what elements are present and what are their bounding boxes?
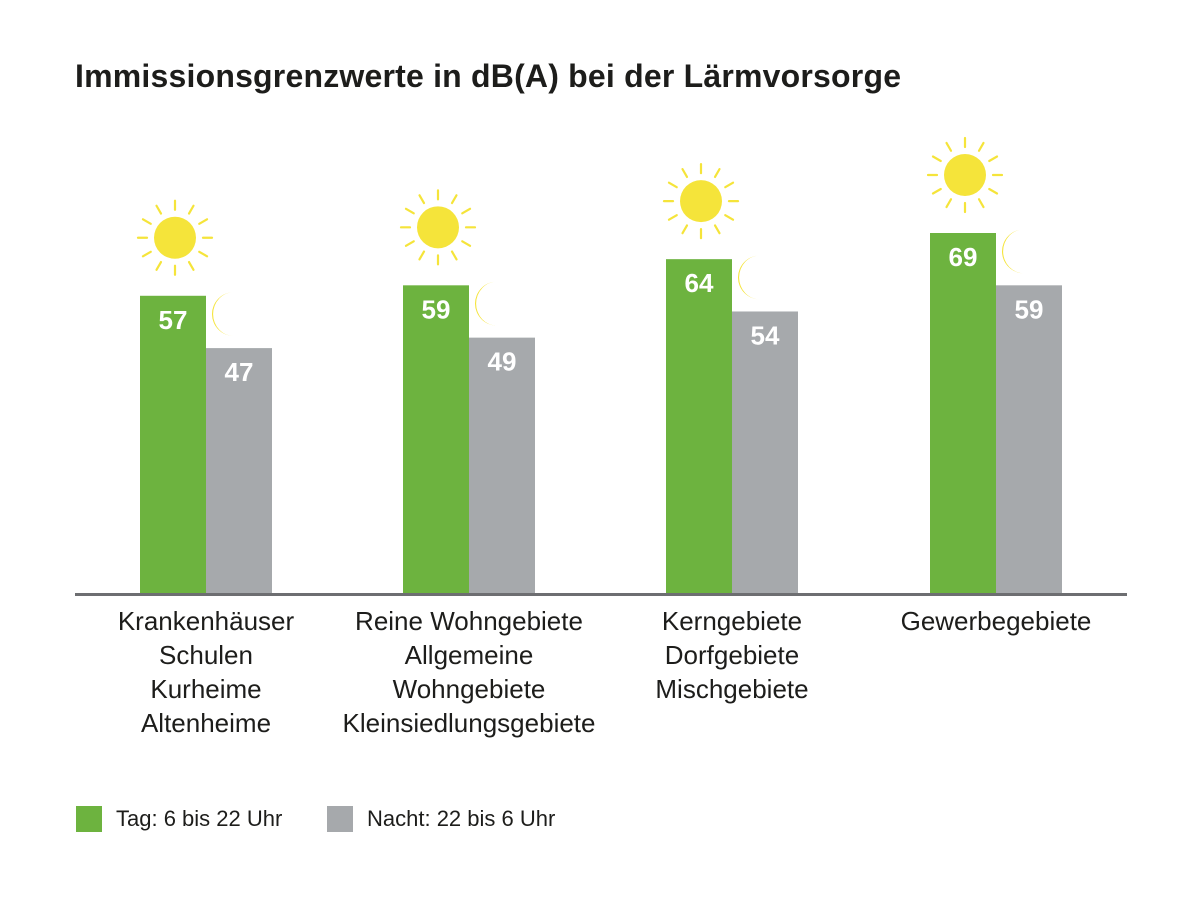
sun-ray: [450, 250, 458, 261]
sun-ray: [945, 198, 953, 209]
sun-ray: [724, 214, 735, 221]
bar-day-3: [666, 259, 732, 594]
sun-ray: [418, 194, 426, 205]
sun-ray: [977, 198, 985, 209]
sun-ray: [141, 250, 152, 258]
category-label-4: Gewerbegebiete: [846, 604, 1146, 638]
sun-ray: [404, 207, 415, 215]
sun-ray: [187, 204, 195, 215]
legend-swatch-night: [327, 806, 353, 832]
sun-disc: [154, 216, 196, 259]
bar-night-1: [206, 348, 272, 594]
data-label-day-2: 59: [422, 294, 451, 324]
sun-ray: [187, 260, 195, 271]
bar-night-2: [469, 337, 535, 594]
category-label-2: Reine Wohngebiete Allgemeine Wohngebiete Kl…: [319, 604, 619, 740]
sun-ray: [450, 194, 458, 205]
data-label-day-3: 64: [685, 268, 714, 298]
sun-ray: [713, 168, 721, 179]
bar-day-2: [403, 285, 469, 594]
data-label-night-2: 49: [488, 347, 517, 377]
sun-ray: [418, 250, 426, 261]
bar-night-3: [732, 311, 798, 594]
chart-title: Immissionsgrenzwerte in dB(A) bei der Lä…: [75, 58, 902, 94]
sun-ray: [667, 181, 678, 189]
category-label-3: Kerngebiete Dorfgebiete Mischgebiete: [582, 604, 882, 706]
legend-label-night: Nacht: 22 bis 6 Uhr: [367, 806, 556, 831]
data-label-night-3: 54: [751, 320, 780, 350]
sun-ray: [713, 224, 721, 235]
category-label-line: Kerngebiete: [661, 606, 803, 636]
sun-ray: [931, 155, 942, 163]
sun-ray: [461, 207, 472, 215]
sun-ray: [461, 240, 472, 247]
sun-ray: [198, 218, 209, 225]
category-label-line: Reine Wohngebiete: [355, 606, 583, 636]
sun-ray: [681, 224, 689, 235]
sun-ray: [681, 168, 689, 179]
sun-ray: [977, 141, 985, 152]
sun-ray: [667, 214, 678, 221]
sun-ray: [724, 181, 735, 189]
sun-ray: [404, 240, 415, 247]
data-label-night-1: 47: [225, 357, 254, 387]
category-label-line: Schulen: [159, 640, 253, 670]
moon-icon: [212, 292, 234, 337]
bar-day-4: [930, 233, 996, 594]
sun-icon: [662, 163, 740, 240]
sun-ray: [155, 204, 163, 215]
sun-ray: [945, 141, 953, 152]
sun-ray: [988, 155, 999, 163]
category-label-line: Kleinsiedlungsgebiete: [342, 708, 596, 738]
legend-label-day: Tag: 6 bis 22 Uhr: [116, 806, 283, 831]
sun-ray: [988, 187, 999, 195]
category-label-line: Altenheime: [140, 708, 272, 738]
data-label-night-4: 59: [1015, 294, 1044, 324]
sun-ray: [198, 250, 209, 258]
sun-ray: [141, 218, 152, 225]
sun-icon: [399, 189, 477, 266]
data-label-day-4: 69: [949, 242, 978, 272]
bar-night-4: [996, 285, 1062, 594]
sun-disc: [944, 154, 986, 196]
moon-icon: [475, 281, 497, 326]
sun-disc: [417, 206, 459, 249]
category-label-line: Allgemeine: [404, 640, 534, 670]
legend-item-night: Nacht: 22 bis 6 Uhr: [327, 806, 555, 832]
legend-swatch-day: [76, 806, 102, 832]
sun-disc: [680, 180, 722, 223]
category-label-line: Dorfgebiete: [664, 640, 800, 670]
category-label-line: Gewerbegebiete: [900, 606, 1092, 636]
sun-icon: [926, 136, 1004, 214]
sun-icon: [136, 199, 214, 276]
category-label-line: Kurheime: [150, 674, 262, 704]
moon-icon: [1002, 229, 1024, 274]
category-label-line: Mischgebiete: [655, 674, 809, 704]
sun-ray: [155, 260, 163, 271]
sun-ray: [931, 187, 942, 195]
moon-icon: [737, 255, 760, 300]
category-label-1: Krankenhäuser Schulen Kurheime Altenheime: [56, 604, 356, 740]
category-label-line: Krankenhäuser: [117, 606, 295, 636]
legend-item-day: Tag: 6 bis 22 Uhr: [76, 806, 282, 832]
bar-day-1: [140, 295, 206, 594]
category-label-line: Wohngebiete: [392, 674, 546, 704]
data-label-day-1: 57: [159, 305, 188, 335]
